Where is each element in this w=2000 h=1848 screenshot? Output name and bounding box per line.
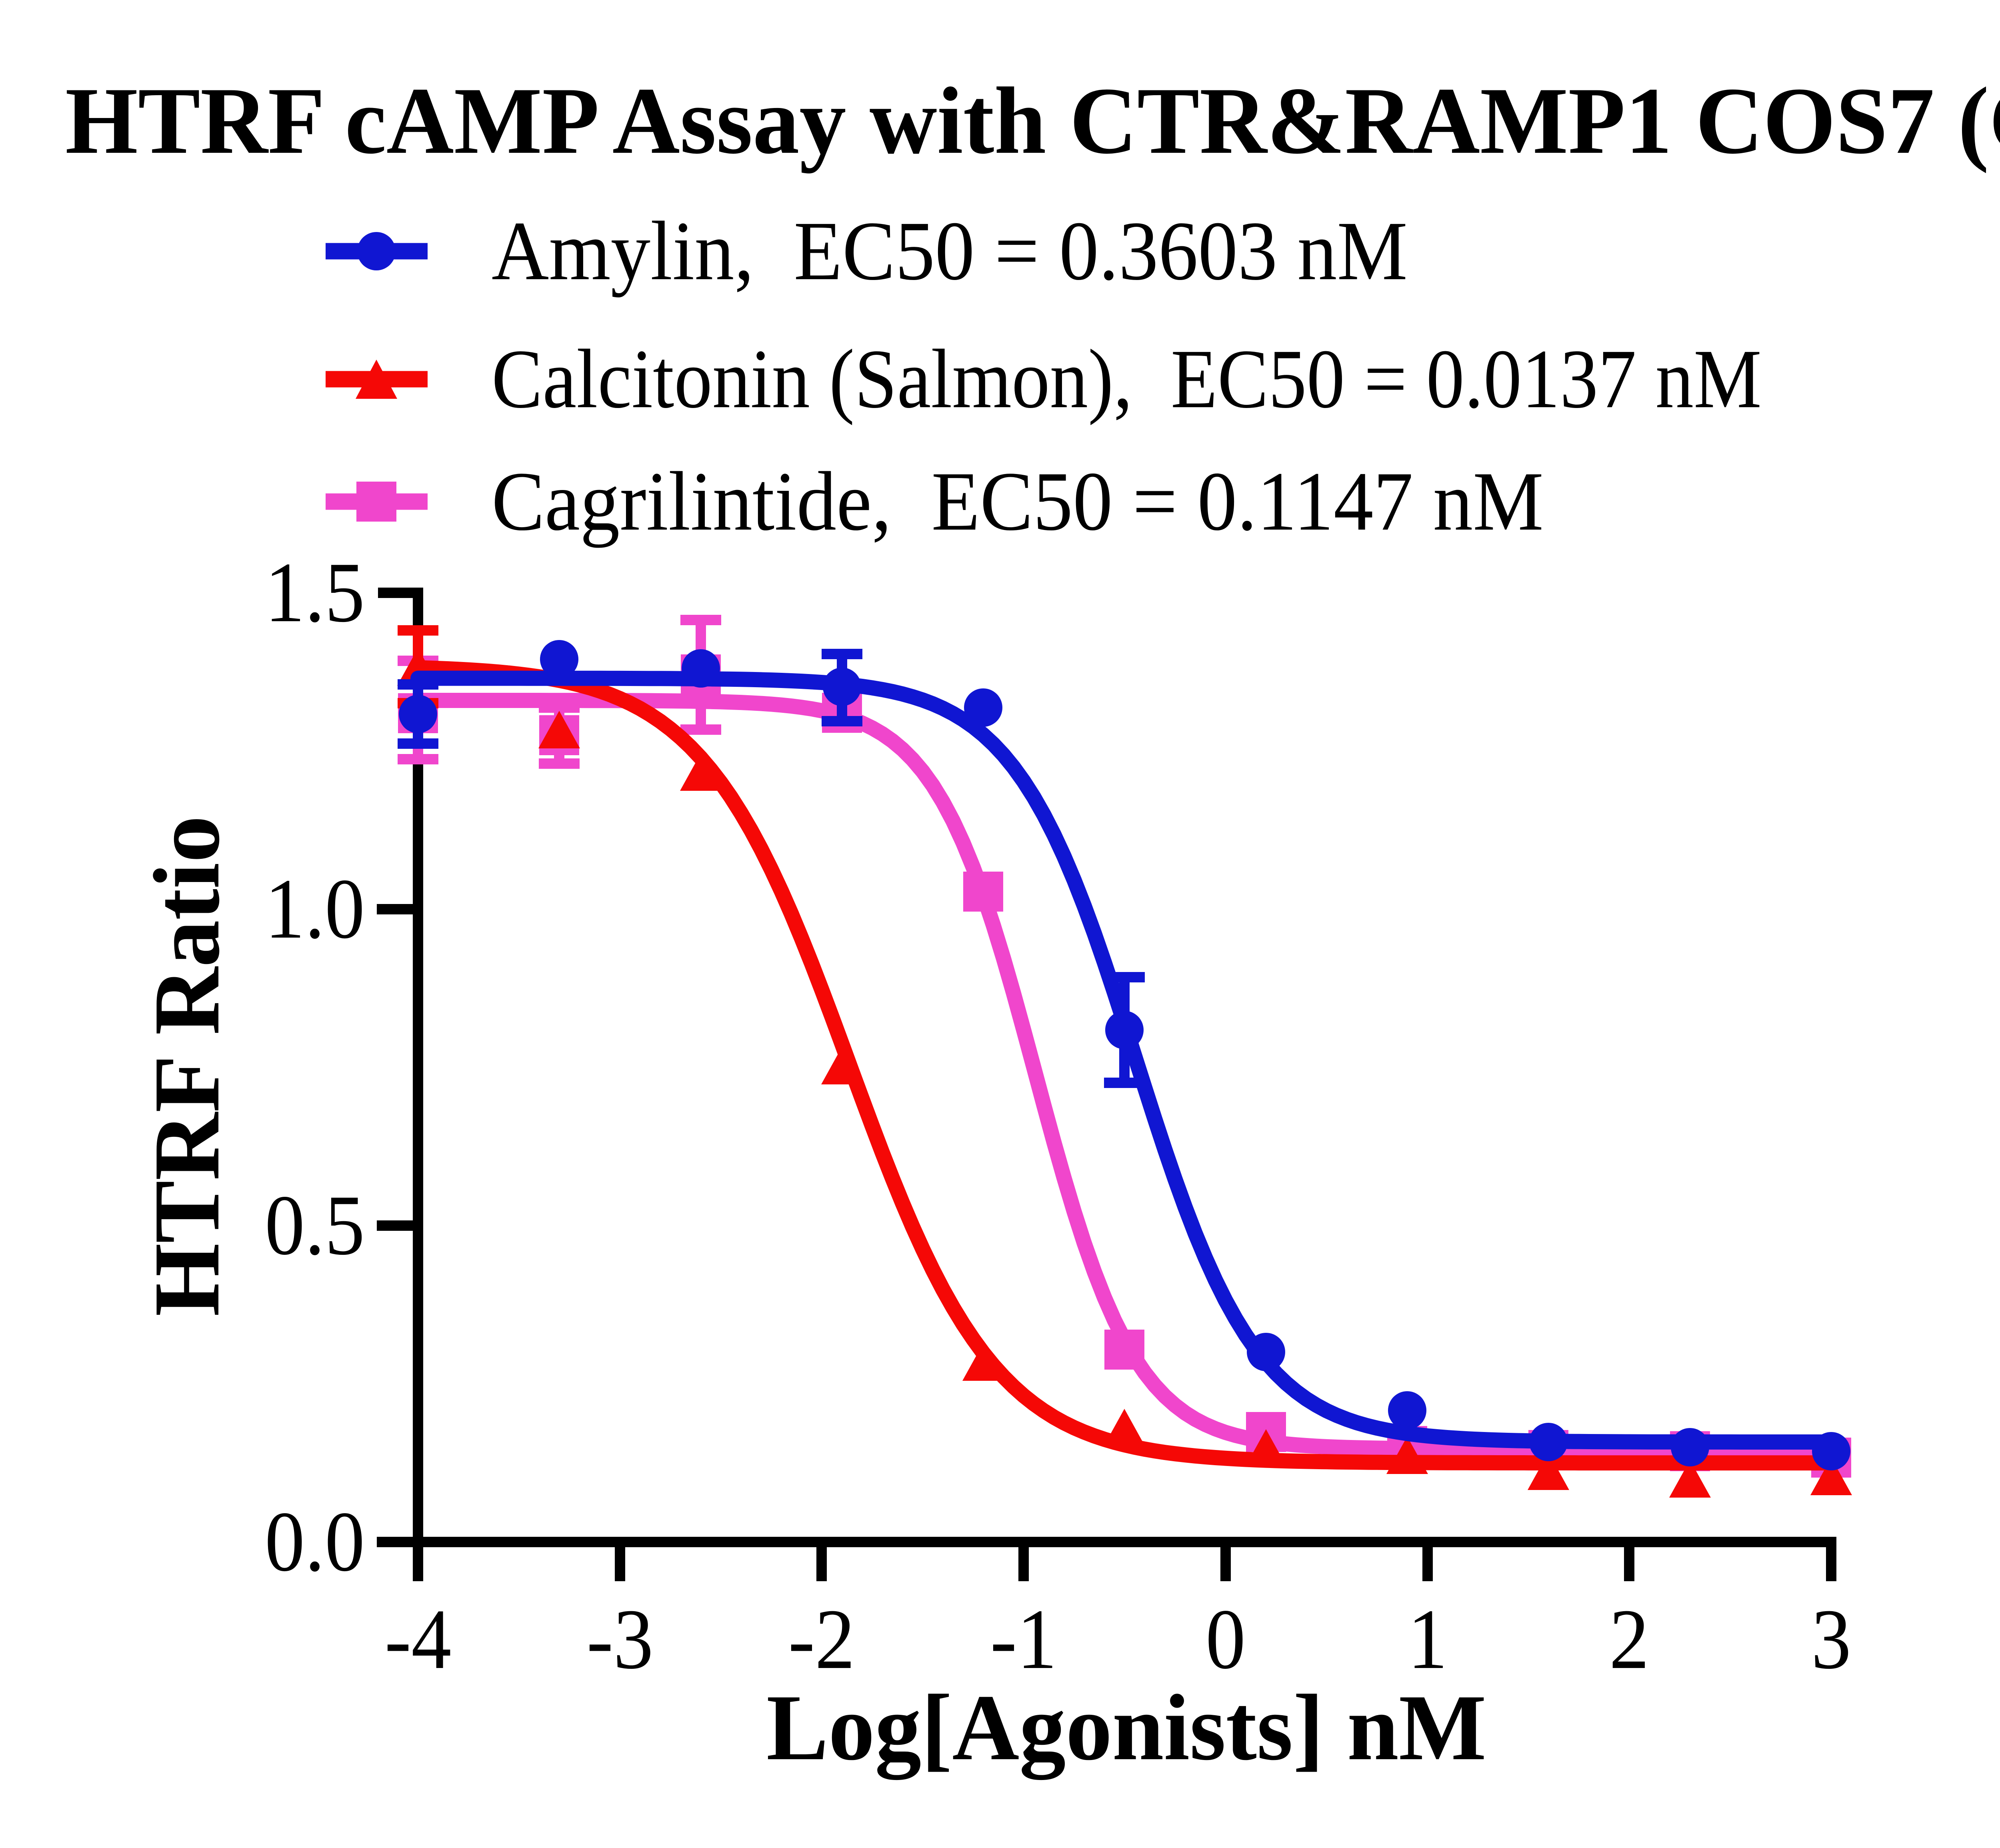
svg-text:-4: -4 <box>385 1591 452 1687</box>
svg-text:1.5: 1.5 <box>265 544 365 640</box>
svg-text:-2: -2 <box>788 1591 855 1687</box>
svg-text:2: 2 <box>1609 1591 1649 1687</box>
svg-text:0.0: 0.0 <box>265 1494 365 1589</box>
svg-text:3: 3 <box>1811 1591 1851 1687</box>
svg-text:Log[Agonists] nM: Log[Agonists] nM <box>766 1676 1486 1780</box>
svg-text:HTRF Ratio: HTRF Ratio <box>135 816 239 1316</box>
svg-text:-1: -1 <box>990 1591 1057 1687</box>
svg-text:0.5: 0.5 <box>265 1177 365 1273</box>
svg-text:HTRF cAMP Assay with CTR&RAMP1: HTRF cAMP Assay with CTR&RAMP1 COS7 (C34… <box>65 68 2000 174</box>
svg-text:Amylin, EC50 = 0.3603 nM: Amylin, EC50 = 0.3603 nM <box>492 204 1408 298</box>
svg-text:1: 1 <box>1408 1591 1448 1687</box>
svg-text:0: 0 <box>1206 1591 1246 1687</box>
svg-text:Calcitonin (Salmon), EC50 = 0: Calcitonin (Salmon), EC50 = 0.0137 nM <box>492 332 1762 426</box>
svg-text:-3: -3 <box>587 1591 654 1687</box>
svg-text:1.0: 1.0 <box>265 861 365 956</box>
svg-text:Cagrilintide, EC50 = 0.1147 n: Cagrilintide, EC50 = 0.1147 nM <box>492 454 1544 548</box>
